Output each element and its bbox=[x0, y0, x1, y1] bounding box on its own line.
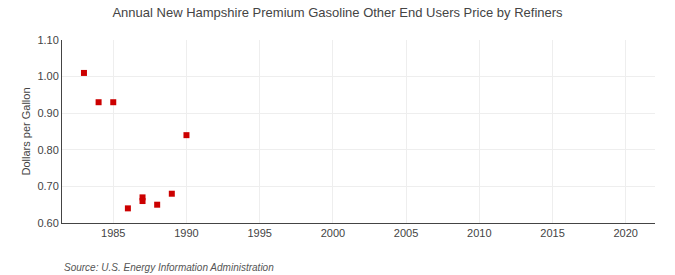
svg-text:1990: 1990 bbox=[174, 227, 198, 239]
svg-text:2020: 2020 bbox=[613, 227, 637, 239]
svg-text:0.80: 0.80 bbox=[37, 144, 58, 156]
svg-text:1.10: 1.10 bbox=[37, 34, 58, 46]
svg-text:0.60: 0.60 bbox=[37, 217, 58, 229]
svg-text:Source: U.S. Energy Informatio: Source: U.S. Energy Information Administ… bbox=[64, 262, 274, 273]
svg-text:1995: 1995 bbox=[247, 227, 271, 239]
svg-text:2000: 2000 bbox=[321, 227, 345, 239]
svg-text:0.90: 0.90 bbox=[37, 107, 58, 119]
svg-text:1.00: 1.00 bbox=[37, 70, 58, 82]
svg-text:2010: 2010 bbox=[467, 227, 491, 239]
svg-text:Dollars per Gallon: Dollars per Gallon bbox=[20, 87, 32, 175]
svg-text:0.70: 0.70 bbox=[37, 180, 58, 192]
svg-text:2005: 2005 bbox=[394, 227, 418, 239]
svg-text:1985: 1985 bbox=[101, 227, 125, 239]
svg-text:Annual New Hampshire Premium G: Annual New Hampshire Premium Gasoline Ot… bbox=[112, 5, 563, 20]
svg-text:2015: 2015 bbox=[540, 227, 564, 239]
